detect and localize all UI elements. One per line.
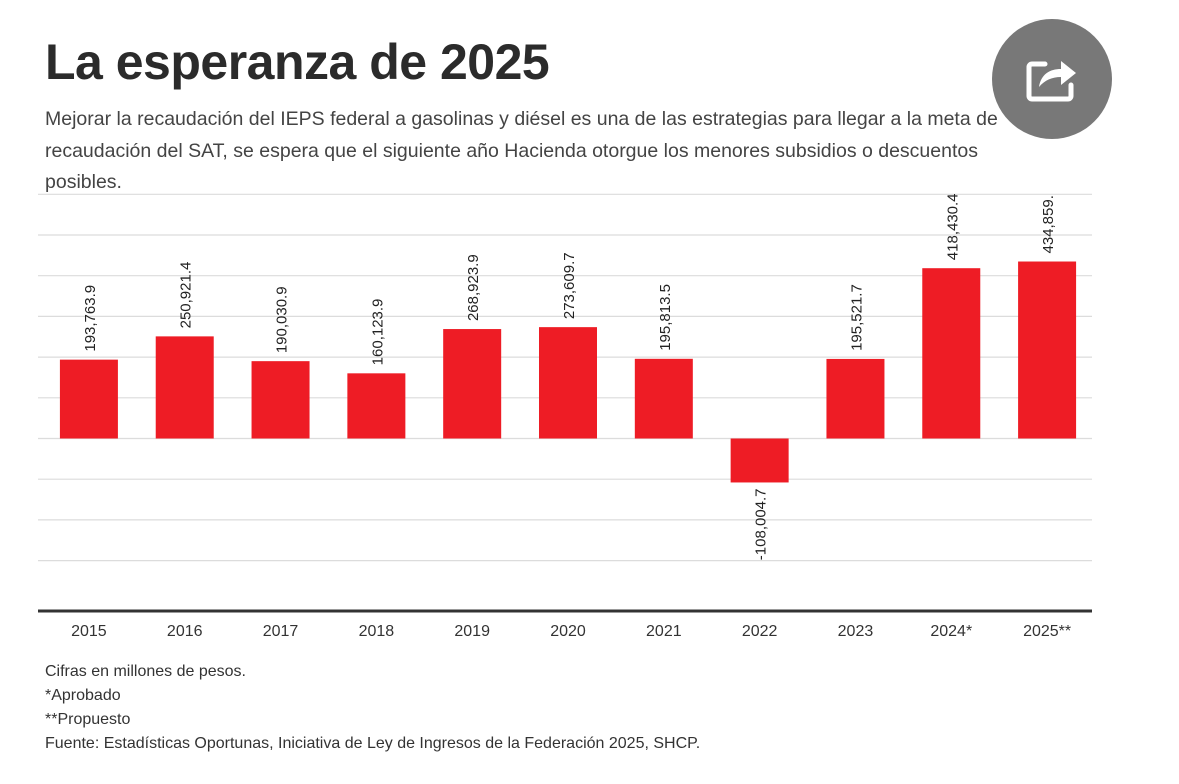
share-icon — [1026, 61, 1076, 102]
x-tick-label: 2023 — [838, 623, 874, 640]
bar-value-label: 273,609.7 — [561, 252, 578, 319]
bar-value-label: 434,859. — [1040, 195, 1057, 253]
x-tick-label: 2022 — [742, 623, 778, 640]
x-axis-tick-labels: 2015 2016 2017 2018 2019 2020 2021 2022 2023 2024… — [71, 623, 1071, 640]
x-tick-label: 2025** — [1023, 623, 1071, 640]
bar-value-label: 195,521.7 — [848, 284, 865, 351]
x-tick-label: 2018 — [359, 623, 395, 640]
bar — [634, 358, 693, 439]
x-tick-label: 2016 — [167, 623, 203, 640]
bar-chart: 193,763.9 250,921.4 190,030.9 160,123.9 268,… — [38, 193, 1092, 640]
bar — [347, 373, 406, 439]
units-note: Cifras en millones de pesos. — [45, 663, 246, 680]
source-note: Fuente: Estadísticas Oportunas, Iniciati… — [45, 735, 701, 752]
bar — [251, 361, 310, 439]
bar-value-label: 195,813.5 — [657, 284, 674, 351]
bar-value-label: 160,123.9 — [369, 299, 386, 366]
bar — [922, 268, 981, 439]
bar — [826, 358, 885, 439]
bar-value-label: 250,921.4 — [178, 262, 195, 329]
bar-value-label: -108,004.7 — [753, 488, 770, 560]
bar — [1018, 261, 1077, 439]
x-tick-label: 2019 — [454, 623, 490, 640]
approved-note: *Aprobado — [45, 687, 121, 704]
bar — [730, 438, 789, 483]
x-tick-label: 2017 — [263, 623, 299, 640]
bar-value-label: 418,430.4 — [944, 193, 961, 260]
bar — [59, 359, 118, 439]
page-subtitle: Mejorar la recaudación del IEPS federal … — [45, 108, 998, 193]
x-tick-label: 2024* — [930, 623, 972, 640]
x-tick-label: 2020 — [550, 623, 586, 640]
bar — [155, 336, 214, 439]
x-tick-label: 2021 — [646, 623, 682, 640]
chart-value-labels: 193,763.9 250,921.4 190,030.9 160,123.9 268,… — [82, 193, 1057, 560]
bar — [539, 327, 597, 439]
x-tick-label: 2015 — [71, 623, 107, 640]
bar — [443, 329, 502, 439]
proposed-note: **Propuesto — [45, 711, 131, 728]
page-title: La esperanza de 2025 — [45, 34, 550, 90]
bar-value-label: 190,030.9 — [274, 286, 291, 353]
chart-bars — [59, 261, 1077, 483]
bar-value-label: 193,763.9 — [82, 285, 99, 352]
bar-value-label: 268,923.9 — [465, 254, 482, 321]
chart-notes: Cifras en millones de pesos. *Aprobado *… — [45, 660, 700, 756]
share-button[interactable] — [992, 19, 1112, 139]
